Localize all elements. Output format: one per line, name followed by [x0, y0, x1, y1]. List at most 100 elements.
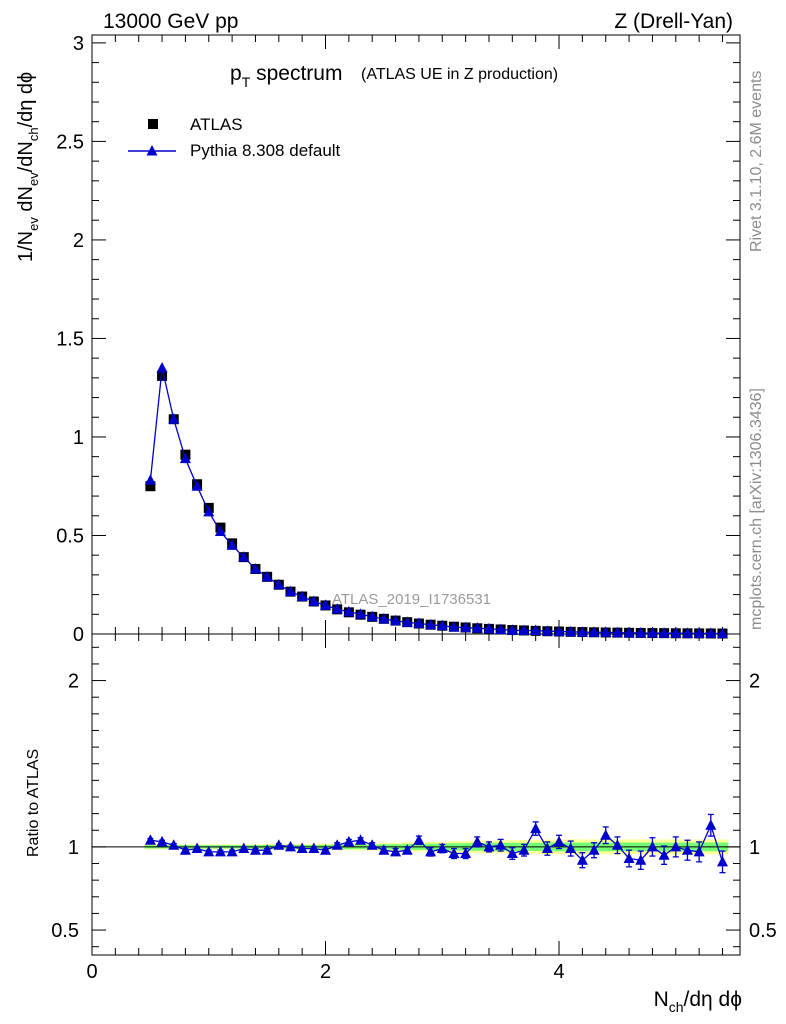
atlas-data-point [145, 481, 156, 492]
pythia-point [366, 610, 378, 622]
ratio-point [495, 839, 507, 850]
pythia-point [355, 608, 367, 619]
ratio-y-tick-label-left-1: 1 [68, 837, 79, 859]
pythia-point [261, 570, 273, 582]
ratio-point [646, 840, 658, 852]
ratio-plot-frame [91, 633, 741, 956]
ratio-point [483, 840, 495, 852]
pythia-point [716, 627, 728, 639]
pythia-point [284, 585, 296, 597]
ratio-point [238, 842, 250, 854]
x-axis-label: Nch/dη dϕ [654, 988, 742, 1015]
pythia-point [203, 505, 215, 517]
pythia-point [249, 562, 261, 574]
pythia-point [623, 626, 635, 638]
ratio-point [693, 845, 705, 857]
ratio-y-tick-label-right-0: 0.5 [749, 920, 777, 942]
ratio-point [203, 845, 215, 857]
pythia-point [565, 625, 577, 637]
ratio-point [623, 852, 635, 864]
ratio-point [168, 839, 180, 850]
pythia-point [168, 413, 180, 424]
pythia-point [681, 627, 693, 638]
ratio-point [249, 844, 261, 855]
pythia-point [600, 626, 612, 637]
pythia-point [144, 474, 156, 485]
main-y-axis-label: 1/Nev dNev/dNch/dη dϕ [15, 72, 41, 262]
pythia-point [226, 539, 238, 550]
ratio-point [320, 844, 332, 855]
ratio-point [541, 842, 553, 854]
ratio-point [261, 844, 273, 855]
pythia-point [308, 595, 320, 606]
ratio-point [273, 839, 285, 850]
main-y-tick-label-6: 3 [73, 33, 84, 55]
ratio-point [366, 839, 378, 850]
pythia-point [401, 616, 413, 627]
ratio-point [460, 847, 472, 859]
pythia-point [495, 623, 507, 634]
ratio-y-tick-label-left-0: 0.5 [51, 920, 79, 942]
analysis-watermark: ATLAS_2019_I1736531 [332, 591, 491, 608]
ratio-point [553, 835, 565, 847]
ratio-point [705, 819, 717, 830]
pythia-point [635, 627, 647, 638]
ratio-point [191, 842, 203, 854]
ratio-point [425, 845, 437, 857]
main-y-tick-label-4: 2 [73, 230, 84, 252]
pythia-point [460, 621, 472, 633]
atlas-data-point [157, 370, 168, 381]
ratio-point [436, 842, 448, 854]
pythia-point [413, 617, 425, 628]
ratio-point [226, 845, 238, 857]
ratio-point [144, 834, 156, 845]
ratio-axis-ticks [91, 634, 740, 955]
ratio-point [413, 834, 425, 845]
pythia-point [214, 525, 226, 537]
ratio-point [681, 844, 693, 855]
header-collision: 13000 GeV pp [103, 10, 238, 33]
pythia-point [179, 452, 191, 464]
pythia-point [553, 625, 565, 636]
pythia-point [693, 627, 705, 638]
chart-title: pT spectrum [230, 62, 342, 90]
ratio-point [611, 839, 623, 850]
pythia-point [390, 614, 402, 626]
pythia-point [238, 551, 250, 562]
ratio-point [565, 842, 577, 854]
legend-marker-pythia [146, 145, 158, 156]
ratio-point [716, 855, 728, 867]
ratio-y-tick-label-right-1: 1 [749, 837, 760, 859]
pythia-point [331, 603, 343, 614]
legend-label-atlas: ATLAS [190, 115, 243, 134]
pythia-point [436, 619, 448, 631]
x-tick-label-0: 0 [86, 961, 97, 983]
pythia-point [576, 626, 588, 637]
pythia-point [705, 627, 717, 638]
ratio-point [576, 854, 588, 865]
main-y-tick-label-0: 0 [73, 624, 84, 646]
ratio-point [378, 844, 390, 855]
pythia-point [670, 627, 682, 638]
ratio-point [390, 845, 402, 857]
main-y-tick-label-5: 2.5 [56, 131, 84, 153]
ratio-point [331, 839, 343, 850]
pythia-point [518, 624, 530, 635]
legend-label-pythia: Pythia 8.308 default [190, 141, 341, 160]
ratio-point [343, 835, 355, 847]
ratio-y-tick-label-left-2: 2 [68, 671, 79, 693]
mcplots-label: mcplots.cern.ch [arXiv:1306.3436] [748, 388, 765, 630]
ratio-point [600, 829, 612, 840]
main-y-tick-label-2: 1 [73, 427, 84, 449]
x-tick-label-2: 4 [553, 961, 564, 983]
pythia-point [425, 618, 437, 630]
legend: ATLAS Pythia 8.308 default [128, 115, 341, 160]
pythia-mc-series [144, 361, 728, 639]
main-y-tick-label-1: 0.5 [56, 525, 84, 547]
ratio-point [670, 840, 682, 852]
ratio-point [658, 849, 670, 860]
ratio-point [296, 842, 308, 854]
ratio-point [635, 854, 647, 865]
ratio-point [518, 844, 530, 855]
